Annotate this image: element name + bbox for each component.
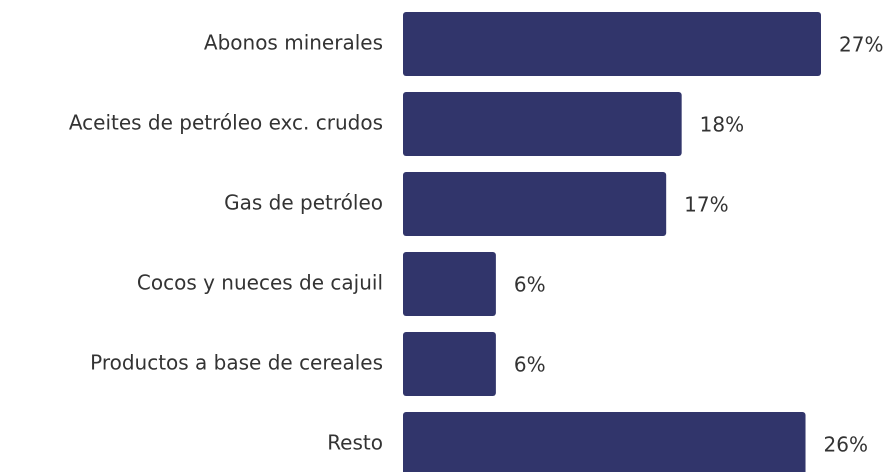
category-label: Abonos minerales bbox=[204, 31, 383, 55]
category-label: Cocos y nueces de cajuil bbox=[137, 271, 383, 295]
value-label: 26% bbox=[824, 433, 868, 457]
value-label: 18% bbox=[700, 113, 744, 137]
value-label: 6% bbox=[514, 273, 546, 297]
value-label: 6% bbox=[514, 353, 546, 377]
value-label: 17% bbox=[684, 193, 728, 217]
bar bbox=[403, 412, 806, 472]
category-label: Resto bbox=[327, 431, 383, 455]
bar bbox=[403, 252, 496, 316]
category-label: Productos a base de cereales bbox=[90, 351, 383, 375]
bar bbox=[403, 12, 821, 76]
category-label: Gas de petróleo bbox=[224, 191, 383, 215]
bar bbox=[403, 92, 682, 156]
category-label: Aceites de petróleo exc. crudos bbox=[69, 111, 383, 135]
value-label: 27% bbox=[839, 33, 883, 57]
bar bbox=[403, 332, 496, 396]
bar bbox=[403, 172, 667, 236]
